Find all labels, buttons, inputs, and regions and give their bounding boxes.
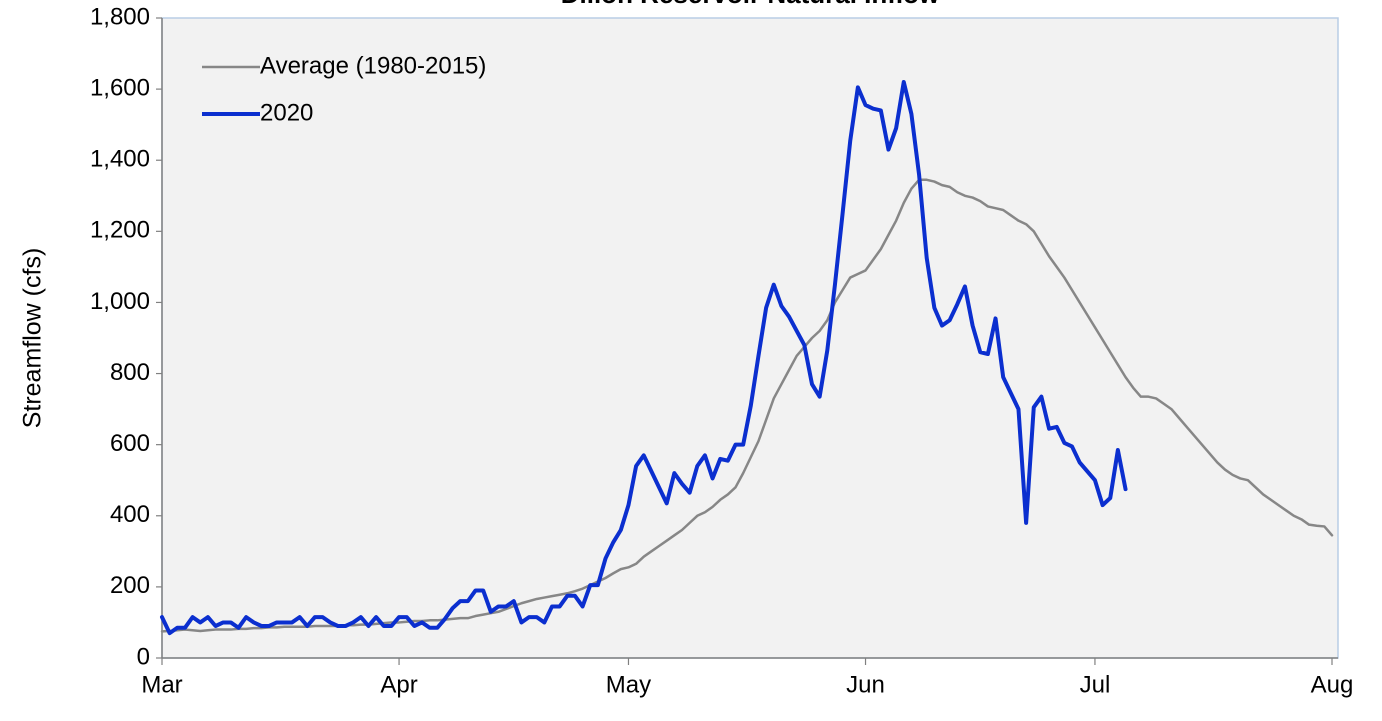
plot-area <box>161 17 1339 659</box>
legend-label: Average (1980-2015) <box>260 52 486 79</box>
x-tick-label: Mar <box>141 671 182 698</box>
y-tick-label: 1,800 <box>90 3 150 30</box>
y-tick-label: 200 <box>110 572 150 599</box>
y-tick-label: 800 <box>110 359 150 386</box>
y-axis-label: Streamflow (cfs) <box>19 248 47 429</box>
y-tick-label: 400 <box>110 501 150 528</box>
x-tick-label: May <box>606 671 651 698</box>
x-tick-label: Jul <box>1080 671 1111 698</box>
series-line <box>160 178 1334 633</box>
y-tick-label: 0 <box>137 643 150 670</box>
y-tick-label: 1,200 <box>90 217 150 244</box>
y-tick-label: 1,600 <box>90 74 150 101</box>
y-tick-label: 1,400 <box>90 146 150 173</box>
x-tick-label: Aug <box>1311 671 1354 698</box>
legend-label: 2020 <box>260 99 313 126</box>
chart-title: Dillon Reservoir Natural Inflow <box>561 0 940 9</box>
x-tick-label: Apr <box>380 671 417 698</box>
x-tick-label: Jun <box>846 671 885 698</box>
y-tick-label: 600 <box>110 430 150 457</box>
y-tick-label: 1,000 <box>90 288 150 315</box>
series-line <box>160 80 1128 636</box>
